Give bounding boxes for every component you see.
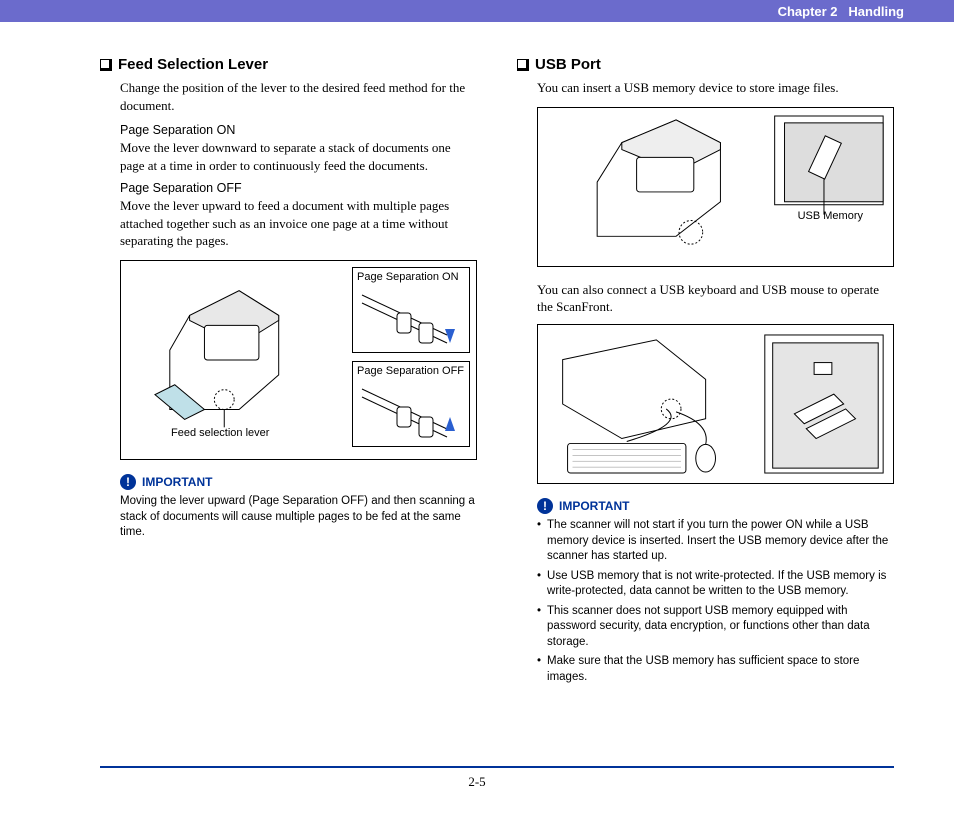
- page-number: 2-5: [0, 774, 954, 790]
- section-head-usb: USB Port: [517, 55, 894, 75]
- subhead-off: Page Separation OFF: [120, 180, 477, 197]
- important-header-left: ! IMPORTANT: [120, 474, 477, 490]
- section-head-feed: Feed Selection Lever: [100, 55, 477, 75]
- section-intro-usb: You can insert a USB memory device to st…: [537, 79, 894, 97]
- figure-usb-memory: USB Memory: [537, 107, 894, 267]
- chapter-label: Chapter 2 Handling: [778, 4, 904, 19]
- subtext-on: Move the lever downward to separate a st…: [120, 139, 477, 174]
- detail-label-off: Page Separation OFF: [357, 364, 465, 379]
- figure-usb-keyboard: [537, 324, 894, 484]
- important-label: IMPORTANT: [142, 474, 212, 490]
- page-body: Feed Selection Lever Change the position…: [100, 55, 894, 758]
- important-label: IMPORTANT: [559, 498, 629, 514]
- detail-box-off: Page Separation OFF: [352, 361, 470, 447]
- section-title: USB Port: [535, 55, 601, 75]
- important-header-right: ! IMPORTANT: [537, 498, 894, 514]
- detail-box-on: Page Separation ON: [352, 267, 470, 353]
- chapter-header: Chapter 2 Handling: [0, 0, 954, 22]
- lever-off-icon: [357, 379, 467, 439]
- important-text-left: Moving the lever upward (Page Separation…: [120, 494, 477, 541]
- important-icon: !: [120, 474, 136, 490]
- important-bullet-list: •The scanner will not start if you turn …: [537, 518, 894, 685]
- subhead-on: Page Separation ON: [120, 122, 477, 139]
- list-item: •This scanner does not support USB memor…: [537, 604, 894, 651]
- usb-keyboard-diagram-icon: [538, 325, 893, 483]
- footer-rule: [100, 766, 894, 768]
- right-column: USB Port You can insert a USB memory dev…: [517, 55, 894, 758]
- section-title: Feed Selection Lever: [118, 55, 268, 75]
- mid-text-usb: You can also connect a USB keyboard and …: [537, 281, 894, 316]
- list-item: •Make sure that the USB memory has suffi…: [537, 654, 894, 685]
- left-column: Feed Selection Lever Change the position…: [100, 55, 477, 758]
- section-bullet-icon: [100, 59, 112, 71]
- section-bullet-icon: [517, 59, 529, 71]
- figure-label-usb-memory: USB Memory: [798, 209, 863, 224]
- figure-label-lever: Feed selection lever: [171, 426, 269, 441]
- subtext-off: Move the lever upward to feed a document…: [120, 197, 477, 250]
- figure-feed-lever: Page Separation ON Page Separation OFF: [120, 260, 477, 460]
- list-item: •The scanner will not start if you turn …: [537, 518, 894, 565]
- usb-memory-diagram-icon: [538, 108, 893, 266]
- detail-label-on: Page Separation ON: [357, 270, 465, 285]
- list-item: •Use USB memory that is not write-protec…: [537, 569, 894, 600]
- lever-on-icon: [357, 285, 467, 345]
- section-intro: Change the position of the lever to the …: [120, 79, 477, 114]
- important-icon: !: [537, 498, 553, 514]
